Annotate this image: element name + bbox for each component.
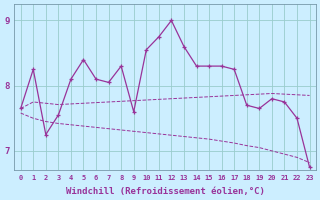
X-axis label: Windchill (Refroidissement éolien,°C): Windchill (Refroidissement éolien,°C) [66, 187, 265, 196]
